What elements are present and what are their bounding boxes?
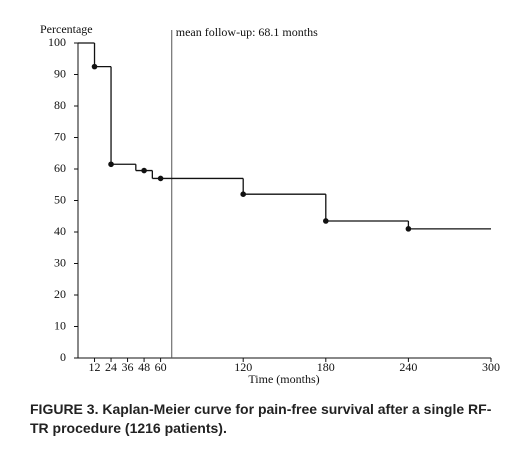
caption: FIGURE 3. Kaplan-Meier curve for pain-fr…: [30, 401, 492, 436]
censor-dot: [323, 218, 329, 224]
y-tick-label: 30: [54, 255, 66, 269]
y-tick-label: 70: [54, 129, 66, 143]
y-tick-label: 0: [60, 350, 66, 364]
y-tick-label: 90: [54, 66, 66, 80]
x-tick-label: 240: [399, 360, 417, 374]
chart: Percentage Time (months) 0 10 20 30 40 50 60 70…: [40, 22, 500, 386]
y-axis-label: Percentage: [40, 22, 93, 36]
x-tick-label: 120: [234, 360, 252, 374]
censor-dot: [108, 161, 114, 168]
y-tick-label: 80: [54, 98, 66, 112]
y-tick-label: 20: [54, 287, 66, 301]
censor-dot: [405, 226, 412, 232]
y-tick-label: 50: [54, 192, 66, 206]
y-tick-label: 100: [48, 35, 66, 49]
y-tick-label: 40: [54, 224, 66, 238]
censor-dot: [91, 63, 98, 70]
x-tick-label: 300: [482, 360, 500, 374]
y-tick-label: 60: [54, 161, 66, 175]
censor-dot: [141, 167, 147, 174]
x-tick-label: 180: [317, 360, 335, 374]
x-tick-label: 24: [105, 360, 117, 374]
annotation: mean follow-up: 68.1 months: [176, 25, 318, 39]
censor-dot: [240, 191, 246, 197]
x-tick-label: 60: [155, 360, 167, 374]
censor-dot: [157, 175, 164, 182]
x-tick-label: 36: [122, 360, 134, 374]
x-tick-label: 48: [138, 360, 150, 374]
y-tick-label: 10: [54, 318, 66, 332]
x-tick-label: 12: [89, 360, 101, 374]
x-axis-label: Time (months): [248, 372, 319, 386]
